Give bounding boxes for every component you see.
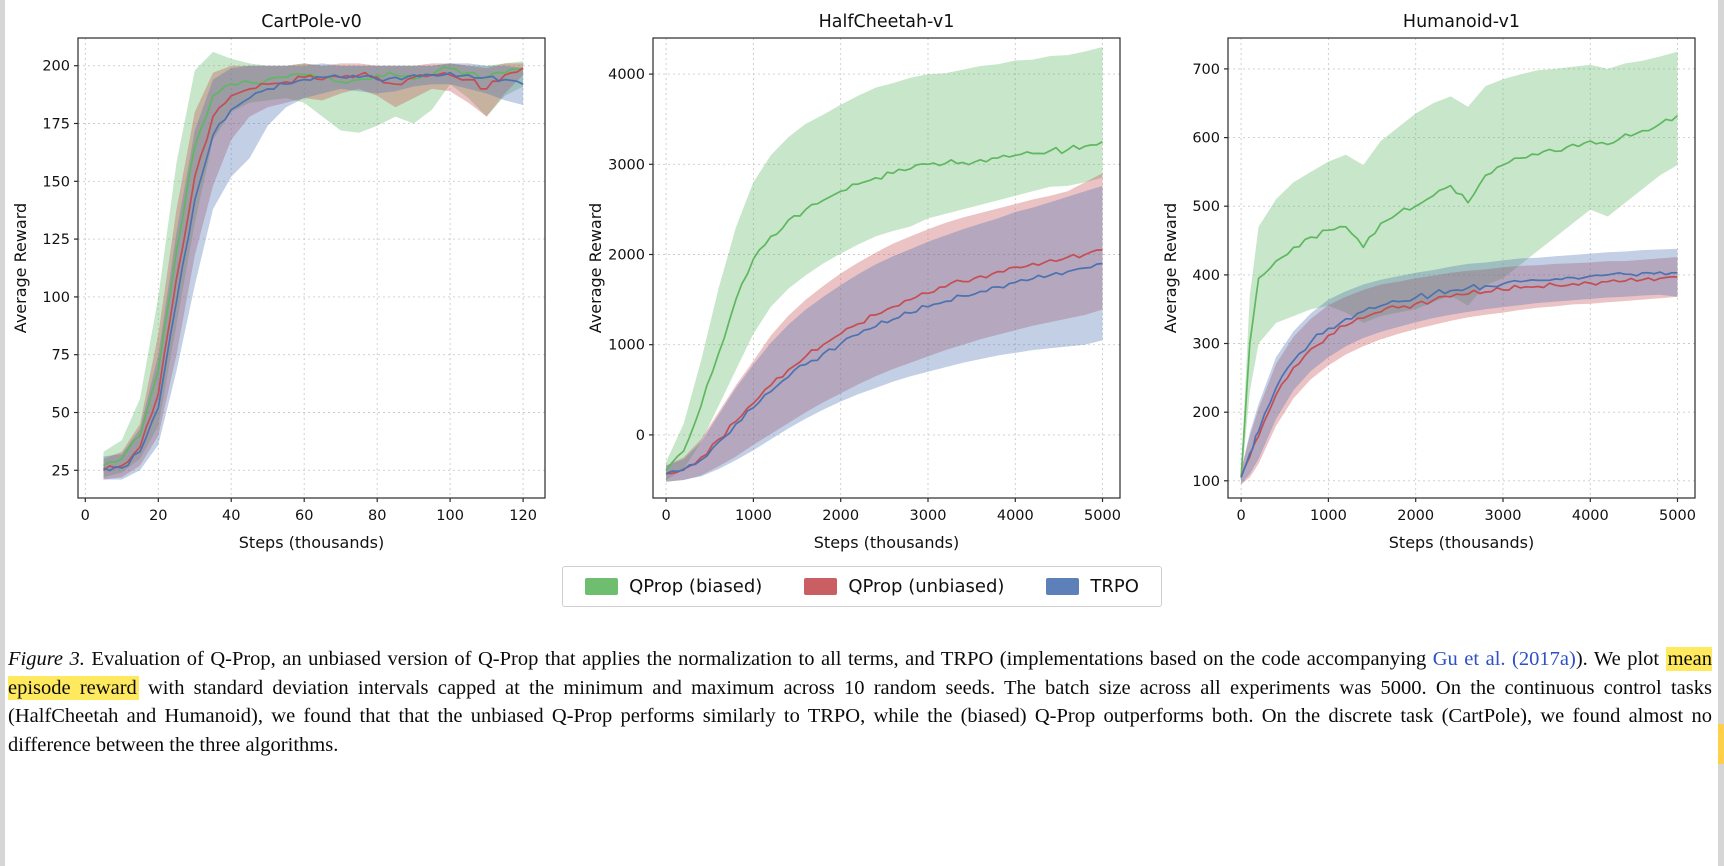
humanoid-chart-svg: 0 1000 2000 3000 4000 5000 100 200 300 400 500 600 7… — [1161, 12, 1696, 552]
caption-text-2: ). We plot — [1575, 648, 1666, 670]
svg-text:1000: 1000 — [1310, 508, 1347, 524]
svg-text:4000: 4000 — [608, 67, 645, 83]
svg-text:Humanoid-v1: Humanoid-v1 — [1403, 12, 1520, 32]
halfcheetah-chart-svg: 0 1000 2000 3000 4000 5000 0 1000 2000 3000 4000 Ha… — [586, 12, 1121, 552]
svg-text:HalfCheetah-v1: HalfCheetah-v1 — [819, 12, 955, 32]
citation-link-2017a[interactable]: (2017a) — [1512, 648, 1576, 670]
svg-text:150: 150 — [42, 174, 70, 190]
svg-text:3000: 3000 — [1485, 508, 1522, 524]
svg-text:300: 300 — [1192, 337, 1220, 353]
svg-text:100: 100 — [436, 508, 464, 524]
svg-text:0: 0 — [1236, 508, 1245, 524]
svg-text:0: 0 — [81, 508, 90, 524]
legend-swatch-red — [804, 578, 838, 595]
caption-text-1: Evaluation of Q-Prop, an unbiased versio… — [84, 648, 1433, 670]
chart-humanoid-v1: 0 1000 2000 3000 4000 5000 100 200 300 400 500 600 7… — [1160, 8, 1708, 560]
caption-text-3: with standard deviation intervals capped… — [8, 676, 1712, 757]
legend-item-qprop-unbiased: QProp (unbiased) — [804, 576, 1004, 597]
chart-halfcheetah-v1: 0 1000 2000 3000 4000 5000 0 1000 2000 3000 4000 Ha… — [585, 8, 1133, 560]
svg-text:Steps (thousands): Steps (thousands) — [239, 533, 384, 552]
svg-text:100: 100 — [42, 290, 70, 306]
page-left-edge — [0, 0, 5, 866]
legend-swatch-green — [585, 578, 619, 595]
svg-text:75: 75 — [52, 348, 70, 364]
svg-text:5000: 5000 — [1084, 508, 1121, 524]
svg-text:50: 50 — [52, 406, 70, 422]
svg-text:100: 100 — [1192, 474, 1220, 490]
legend-item-qprop-biased: QProp (biased) — [585, 576, 762, 597]
svg-text:0: 0 — [661, 508, 670, 524]
svg-text:4000: 4000 — [997, 508, 1034, 524]
svg-text:Average Reward: Average Reward — [1161, 203, 1180, 333]
svg-text:1000: 1000 — [735, 508, 772, 524]
svg-text:2000: 2000 — [822, 508, 859, 524]
svg-text:CartPole-v0: CartPole-v0 — [261, 12, 362, 32]
svg-text:2000: 2000 — [1397, 508, 1434, 524]
figure-caption: Figure 3. Evaluation of Q-Prop, an unbia… — [8, 645, 1713, 760]
svg-text:40: 40 — [222, 508, 240, 524]
svg-text:1000: 1000 — [608, 338, 645, 354]
legend-label-trpo: TRPO — [1090, 576, 1139, 597]
svg-text:3000: 3000 — [608, 157, 645, 173]
svg-text:Steps (thousands): Steps (thousands) — [1389, 533, 1534, 552]
highlight-scroll-marker — [1718, 724, 1724, 764]
cartpole-chart-svg: 0 20 40 60 80 100 120 25 50 75 100 125 150 175 200 Cart… — [11, 12, 546, 552]
svg-text:600: 600 — [1192, 131, 1220, 147]
svg-text:125: 125 — [42, 232, 70, 248]
legend-item-trpo: TRPO — [1046, 576, 1139, 597]
figure-charts-row: 0 20 40 60 80 100 120 25 50 75 100 125 150 175 200 Cart… — [10, 8, 1708, 560]
svg-text:700: 700 — [1192, 62, 1220, 78]
page-right-edge — [1718, 0, 1724, 866]
legend-swatch-blue — [1046, 578, 1080, 595]
svg-text:120: 120 — [509, 508, 537, 524]
legend-label-qprop-biased: QProp (biased) — [629, 576, 763, 597]
svg-text:60: 60 — [295, 508, 313, 524]
svg-text:5000: 5000 — [1659, 508, 1696, 524]
svg-text:25: 25 — [52, 463, 70, 479]
svg-text:0: 0 — [636, 428, 645, 444]
svg-text:400: 400 — [1192, 268, 1220, 284]
svg-text:Steps (thousands): Steps (thousands) — [814, 533, 959, 552]
svg-text:500: 500 — [1192, 199, 1220, 215]
svg-text:20: 20 — [149, 508, 167, 524]
legend-label-qprop-unbiased: QProp (unbiased) — [848, 576, 1005, 597]
citation-link-gu-et-al[interactable]: Gu et al. — [1432, 648, 1506, 670]
svg-text:2000: 2000 — [608, 248, 645, 264]
svg-text:80: 80 — [368, 508, 386, 524]
chart-legend: QProp (biased) QProp (unbiased) TRPO — [562, 566, 1162, 607]
svg-text:4000: 4000 — [1572, 508, 1609, 524]
figure-label: Figure 3. — [8, 648, 85, 670]
svg-text:Average Reward: Average Reward — [586, 203, 605, 333]
svg-text:200: 200 — [1192, 405, 1220, 421]
chart-cartpole-v0: 0 20 40 60 80 100 120 25 50 75 100 125 150 175 200 Cart… — [10, 8, 558, 560]
svg-text:3000: 3000 — [910, 508, 947, 524]
svg-text:Average Reward: Average Reward — [11, 203, 30, 333]
svg-text:200: 200 — [42, 59, 70, 75]
svg-text:175: 175 — [42, 117, 70, 133]
